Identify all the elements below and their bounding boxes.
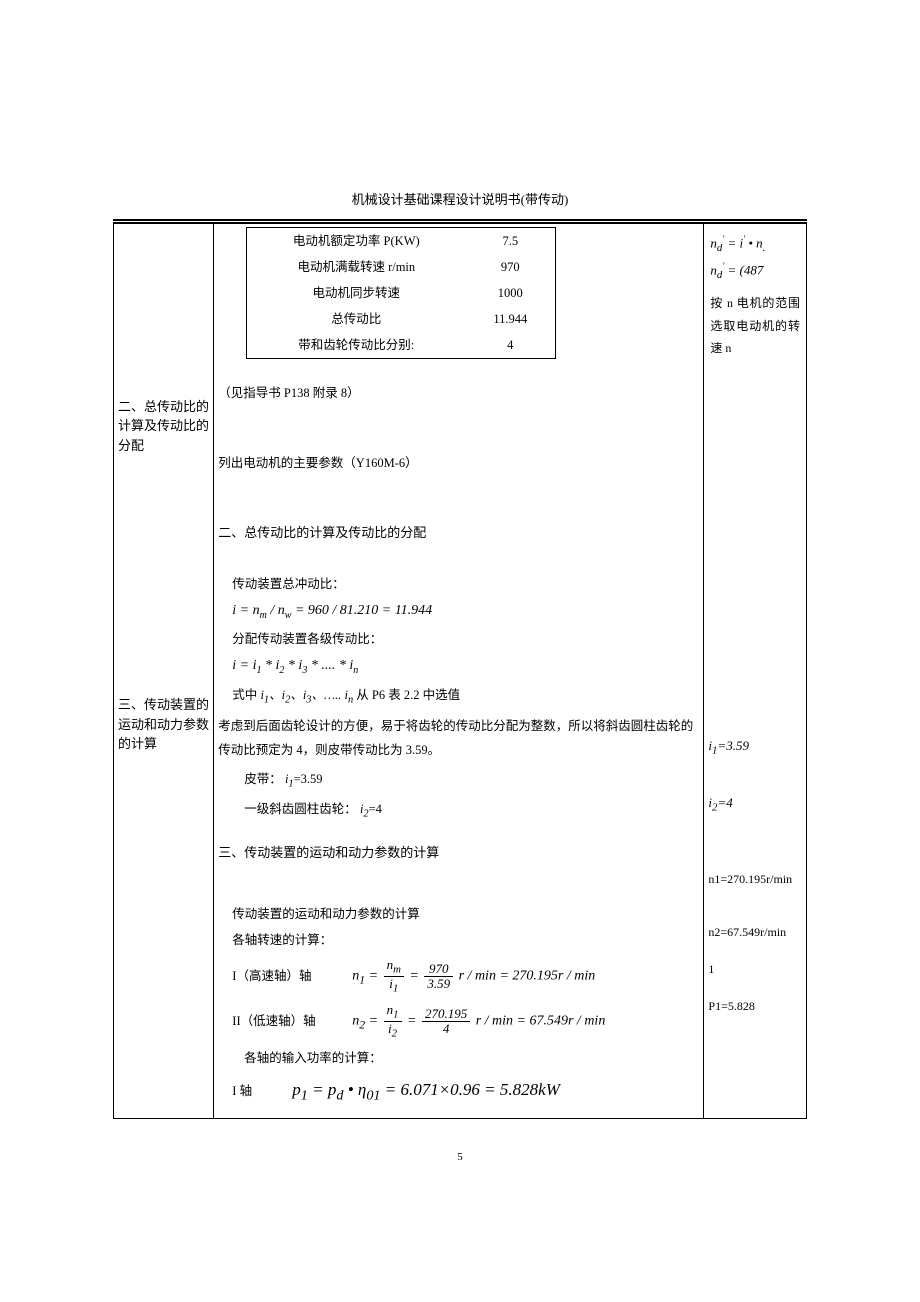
total-ratio-label: 传动装置总冲动比： (232, 574, 699, 594)
num: 970 (424, 962, 453, 977)
rhs: = i (724, 235, 743, 250)
var: p (292, 1080, 301, 1099)
unit: r / min = 67.549r / min (476, 1014, 606, 1029)
eta: • η (343, 1080, 366, 1099)
rhs2: • n (745, 235, 763, 250)
param-value: 11.944 (465, 309, 555, 329)
left-column: 二、总传动比的计算及传动比的分配 三、传动装置的运动和动力参数的计算 (114, 223, 214, 1118)
sub: m (393, 964, 401, 976)
power-shaft-label: I 轴 (232, 1081, 272, 1101)
power-row: I 轴 p1 = pd • η01 = 6.071×0.96 = 5.828kW (232, 1076, 699, 1107)
right-note: 按 n 电机的范围选取电动机的转速 n (710, 292, 800, 360)
label: 皮带： (244, 772, 282, 786)
motor-param-box: 电动机额定功率 P(KW) 7.5 电动机满载转速 r/min 970 电动机同… (246, 227, 556, 359)
dist-label: 分配传动装置各级传动比： (232, 629, 699, 649)
result-n1: n1=270.195r/min (708, 868, 802, 891)
table-row: 总传动比 11.944 (247, 306, 555, 332)
right-column: nd' = i' • n. nd' = (487 按 n 电机的范围选取电动机的… (704, 223, 807, 1118)
shaft2-row: II（低速轴）轴 n2 = n1i2 = 270.1954 r / min = … (232, 1003, 699, 1040)
result-one: 1 (708, 958, 802, 981)
dist-explain: 式中 i1、i2、i3、….. in 从 P6 表 2.2 中选值 (232, 685, 699, 709)
result-n2: n2=67.549r/min (708, 921, 802, 944)
page-number: 5 (113, 1149, 807, 1167)
den: 3.59 (424, 977, 453, 991)
val: =4 (369, 802, 382, 816)
param-label: 电动机额定功率 P(KW) (247, 231, 465, 251)
table-row: 电动机额定功率 P(KW) 7.5 (247, 228, 555, 254)
middle-column: 电动机额定功率 P(KW) 7.5 电动机满载转速 r/min 970 电动机同… (214, 223, 704, 1118)
table-row: 电动机满载转速 r/min 970 (247, 254, 555, 280)
power-formula: p1 = pd • η01 = 6.071×0.96 = 5.828kW (292, 1076, 560, 1107)
val: =4 (717, 795, 732, 810)
reference-note: （见指导书 P138 附录 8） (218, 383, 699, 403)
rhs: = (487 (724, 263, 763, 278)
main-table: 二、总传动比的计算及传动比的分配 三、传动装置的运动和动力参数的计算 电动机额定… (113, 223, 807, 1119)
calc: = 960 / 81.210 = 11.944 (291, 603, 432, 618)
label: 一级斜齿圆柱齿轮： (244, 802, 357, 816)
var-i: i = i (232, 658, 256, 673)
section-2-heading: 二、总传动比的计算及传动比的分配 (118, 397, 209, 456)
part: * .... * i (307, 658, 353, 673)
result-p1: P1=5.828 (708, 995, 802, 1018)
shaft1-formula: n1 = nmi1 = 9703.59 r / min = 270.195r /… (352, 958, 595, 995)
right-top-equations: nd' = i' • n. nd' = (487 按 n 电机的范围选取电动机的… (708, 227, 802, 364)
belt-ratio: 皮带： i1=3.59 (244, 769, 699, 793)
sub: 01 (366, 1087, 380, 1103)
text: 从 P6 表 2.2 中选值 (356, 688, 460, 702)
val: =3.59 (294, 772, 323, 786)
section-3-title: 三、传动装置的运动和动力参数的计算 (218, 843, 699, 864)
shaft1-label: I（高速轴）轴 (232, 966, 332, 986)
param-label: 电动机同步转速 (247, 283, 465, 303)
section-3-heading: 三、传动装置的运动和动力参数的计算 (118, 695, 209, 754)
part: * i (262, 658, 280, 673)
param-label: 带和齿轮传动比分别: (247, 335, 465, 355)
result-i1: i1=3.59 (708, 734, 802, 761)
part: * i (284, 658, 302, 673)
shaft1-row: I（高速轴）轴 n1 = nmi1 = 9703.59 r / min = 27… (232, 958, 699, 995)
shaft2-formula: n2 = n1i2 = 270.1954 r / min = 67.549r /… (352, 1003, 605, 1040)
den: 4 (422, 1022, 470, 1036)
unit: r / min = 270.195r / min (459, 969, 596, 984)
text: 式中 (232, 688, 257, 702)
page-header: 机械设计基础课程设计说明书(带传动) (113, 190, 807, 211)
num: 270.195 (422, 1007, 470, 1022)
sub: m (260, 609, 267, 620)
var-nw: n (278, 603, 285, 618)
eq: = (365, 969, 381, 984)
gear-note: 考虑到后面齿轮设计的方便，易于将齿轮的传动比分配为整数，所以将斜齿圆柱齿轮的传动… (218, 715, 699, 763)
param-label: 总传动比 (247, 309, 465, 329)
result-i2: i2=4 (708, 791, 802, 818)
param-label: 电动机满载转速 r/min (247, 257, 465, 277)
param-value: 4 (465, 335, 555, 355)
eq: = p (308, 1080, 336, 1099)
param-value: 970 (465, 257, 555, 277)
param-value: 1000 (465, 283, 555, 303)
total-ratio-formula: i = nm / nw = 960 / 81.210 = 11.944 (232, 600, 699, 624)
gear-ratio: 一级斜齿圆柱齿轮： i2=4 (244, 799, 699, 823)
dist-formula: i = i1 * i2 * i3 * .... * in (232, 655, 699, 679)
calc: = 6.071×0.96 = 5.828kW (380, 1080, 559, 1099)
motor-model: 列出电动机的主要参数（Y160M-6） (218, 453, 699, 473)
section-3-sub: 传动装置的运动和动力参数的计算 (232, 904, 699, 924)
table-row: 电动机同步转速 1000 (247, 280, 555, 306)
eq: = (409, 969, 422, 984)
table-row: 带和齿轮传动比分别: 4 (247, 332, 555, 358)
val: =3.59 (717, 738, 749, 753)
section-2-title: 二、总传动比的计算及传动比的分配 (218, 523, 699, 544)
speed-calc-label: 各轴转速的计算： (232, 930, 699, 950)
power-calc-label: 各轴的输入功率的计算： (244, 1048, 699, 1068)
var-nm: n (253, 603, 260, 618)
param-value: 7.5 (465, 231, 555, 251)
shaft2-label: II（低速轴）轴 (232, 1011, 332, 1031)
